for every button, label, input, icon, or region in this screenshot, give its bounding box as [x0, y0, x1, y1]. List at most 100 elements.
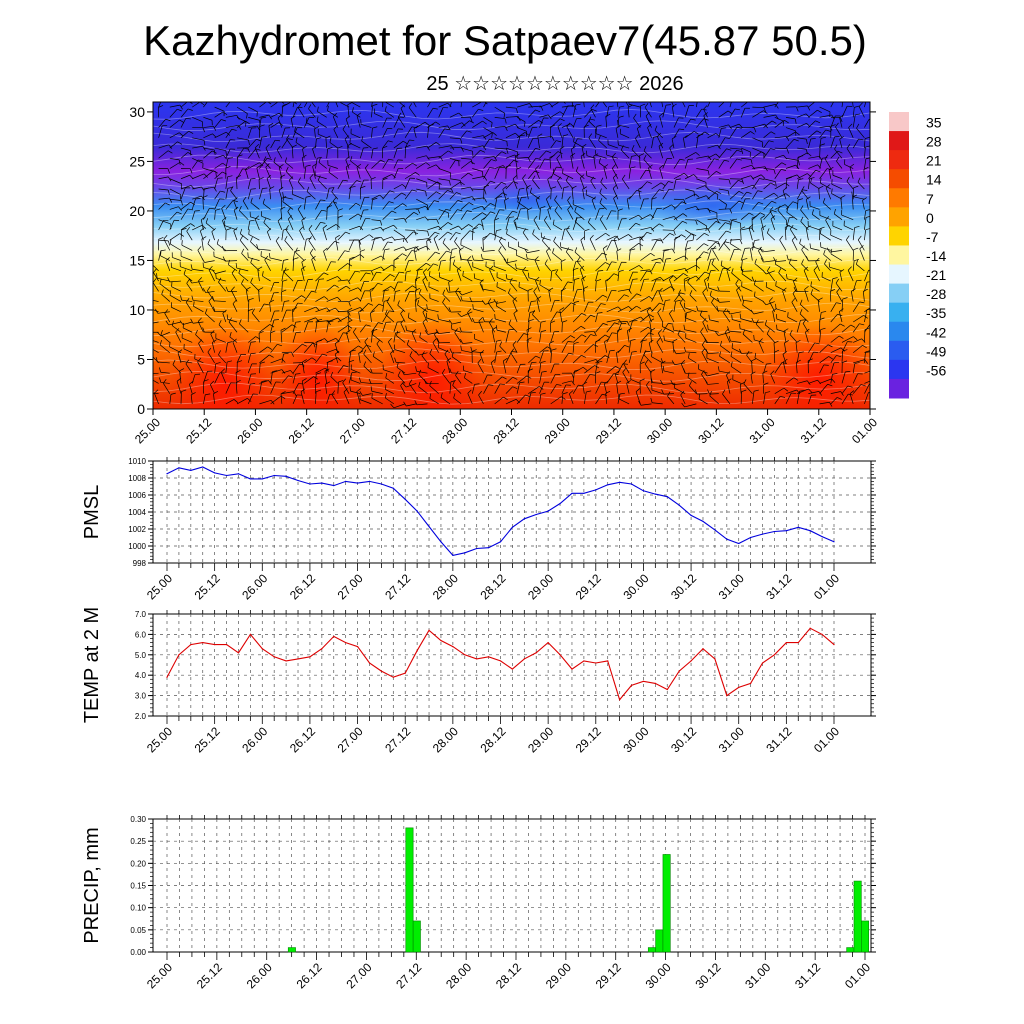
- y-axis-title: PRECIP, mm: [81, 827, 103, 943]
- data-point: [726, 538, 728, 540]
- data-point: [607, 660, 609, 662]
- data-point: [333, 635, 335, 638]
- y-tick-label: 0.25: [130, 837, 146, 846]
- y-tick-label: 0.15: [130, 882, 146, 891]
- x-tick-label: 26.00: [244, 960, 275, 991]
- colorbar-segment: [889, 378, 909, 399]
- colorbar-label: -14: [926, 248, 946, 264]
- y-tick-label: 1006: [128, 491, 146, 500]
- y-tick-label: 1010: [128, 457, 146, 466]
- data-point: [535, 513, 537, 516]
- data-point: [547, 510, 549, 512]
- y-tick-label: 0.05: [130, 926, 146, 935]
- data-point: [559, 654, 561, 656]
- data-point: [773, 530, 776, 533]
- colorbar-label: -42: [926, 324, 946, 340]
- y-axis-title: TEMP at 2 M: [81, 607, 103, 723]
- x-tick-label: 26.12: [294, 960, 325, 991]
- x-tick-label: 25.12: [194, 960, 225, 991]
- data-point: [833, 541, 835, 543]
- data-point: [464, 552, 466, 554]
- x-tick-label: 27.12: [393, 960, 424, 991]
- colorbar-segment: [889, 150, 909, 170]
- precip-bar: [412, 920, 421, 953]
- y-tick-label: 20: [129, 203, 145, 219]
- x-tick-label: 30.12: [692, 960, 723, 991]
- precip-bar: [846, 947, 855, 953]
- data-point: [345, 641, 347, 644]
- data-point: [523, 658, 525, 660]
- colorbar-segment: [889, 359, 909, 380]
- data-point: [666, 688, 668, 691]
- data-point: [261, 648, 263, 650]
- data-point: [285, 475, 287, 477]
- data-point: [416, 510, 418, 512]
- y-tick-label: 15: [129, 252, 145, 268]
- colorbar-label: 21: [926, 153, 942, 169]
- data-point: [214, 644, 216, 646]
- y-tick-label: 1002: [128, 525, 146, 534]
- colorbar-label: 14: [926, 172, 942, 188]
- data-point: [380, 483, 382, 485]
- data-point: [452, 646, 454, 648]
- data-point: [190, 644, 192, 646]
- data-point: [523, 518, 525, 520]
- data-point: [309, 656, 311, 658]
- y-tick-label: 0: [137, 401, 145, 417]
- data-point: [583, 492, 585, 494]
- data-point: [297, 479, 299, 482]
- y-axis-title: PMSL: [81, 485, 103, 539]
- precip-bar: [655, 929, 664, 953]
- data-point: [356, 646, 359, 648]
- colorbar-segment: [889, 340, 909, 361]
- chart-title: Kazhydromet for Satpaev7(45.87 50.5): [143, 17, 867, 64]
- y-tick-label: 0.00: [130, 948, 146, 957]
- data-point: [535, 652, 537, 654]
- colorbar-label: -28: [926, 286, 946, 302]
- data-point: [607, 484, 609, 486]
- x-tick-label: 29.12: [593, 960, 624, 991]
- data-point: [487, 656, 490, 658]
- data-point: [714, 529, 716, 531]
- data-point: [225, 644, 228, 646]
- data-point: [321, 648, 323, 650]
- data-point: [511, 526, 514, 528]
- data-point: [833, 644, 835, 646]
- data-point: [297, 658, 299, 660]
- data-point: [821, 536, 823, 538]
- precip-bar: [647, 947, 656, 953]
- y-tick-label: 25: [129, 153, 145, 169]
- data-point: [583, 660, 585, 662]
- data-point: [428, 629, 430, 631]
- data-point: [654, 493, 656, 495]
- data-point: [666, 496, 668, 498]
- data-point: [690, 660, 692, 662]
- data-point: [547, 641, 549, 644]
- x-tick-label: 01.00: [842, 960, 873, 991]
- data-point: [702, 520, 704, 522]
- data-point: [321, 482, 323, 484]
- data-point: [249, 478, 251, 480]
- data-point: [750, 536, 752, 539]
- data-point: [166, 473, 168, 475]
- data-point: [440, 541, 442, 543]
- data-point: [642, 490, 645, 492]
- data-point: [178, 654, 180, 656]
- y-tick-label: 3.0: [135, 692, 147, 701]
- colorbar-segment: [889, 283, 909, 304]
- data-point: [630, 684, 633, 687]
- y-tick-label: 7.0: [135, 610, 147, 619]
- precip-bar: [853, 880, 862, 953]
- data-point: [642, 680, 645, 682]
- data-point: [571, 492, 573, 494]
- data-point: [166, 676, 168, 678]
- data-point: [356, 482, 359, 484]
- data-point: [380, 670, 382, 672]
- y-tick-label: 6.0: [135, 630, 147, 639]
- data-point: [690, 514, 692, 517]
- y-tick-label: 0.10: [130, 904, 146, 913]
- data-point: [428, 525, 430, 528]
- data-point: [487, 547, 490, 549]
